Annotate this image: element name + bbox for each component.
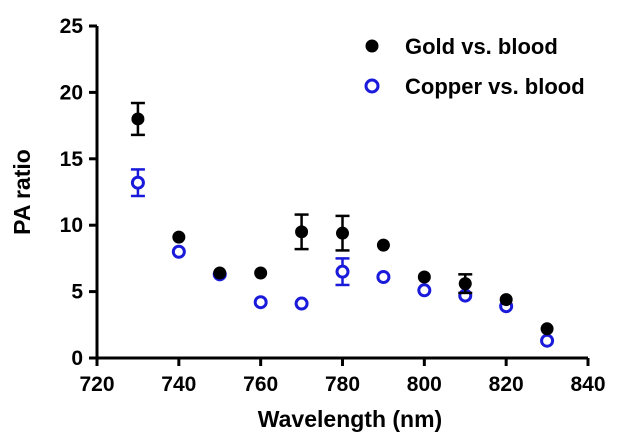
y-axis-title: PA ratio — [9, 149, 35, 235]
data-point — [336, 226, 349, 240]
x-tick-label: 740 — [161, 373, 196, 396]
series-gold — [130, 101, 554, 336]
data-point — [376, 238, 390, 252]
y-tick-label: 15 — [60, 148, 84, 171]
data-point — [131, 112, 145, 126]
data-point — [417, 283, 432, 298]
x-tick-label: 800 — [407, 373, 442, 396]
x-tick-label: 720 — [79, 373, 114, 396]
x-tick-label: 820 — [489, 373, 524, 396]
x-tick-label: 840 — [570, 373, 605, 396]
x-axis-title: Wavelength (nm) — [258, 406, 442, 432]
data-point — [213, 266, 227, 280]
data-point — [171, 244, 186, 259]
y-tick-label: 5 — [71, 281, 83, 304]
data-point — [130, 175, 145, 190]
data-point — [335, 264, 350, 279]
series-layer — [130, 101, 555, 348]
data-point — [253, 295, 268, 310]
y-tick-label: 25 — [60, 15, 84, 38]
data-point — [458, 277, 472, 291]
data-point — [499, 293, 513, 307]
data-point — [254, 266, 268, 280]
y-tick-label: 10 — [60, 214, 83, 237]
y-tick-label: 0 — [71, 347, 83, 370]
legend-label: Gold vs. blood — [405, 34, 558, 59]
legend-marker — [364, 78, 380, 94]
y-tick-label: 20 — [60, 81, 83, 104]
data-point — [540, 322, 554, 336]
legend: Gold vs. blood Copper vs. blood — [364, 34, 585, 99]
data-point — [376, 269, 391, 284]
x-tick-label: 760 — [243, 373, 278, 396]
legend-marker — [365, 39, 379, 53]
data-point — [417, 270, 431, 284]
data-point — [172, 230, 186, 244]
data-point — [294, 296, 309, 311]
data-point — [540, 333, 555, 348]
series-copper — [130, 168, 555, 348]
x-tick-label: 780 — [325, 373, 360, 396]
ticks: 720 740 760 780 800 820 840 0 5 10 15 20 25 — [60, 15, 606, 396]
legend-label: Copper vs. blood — [405, 74, 585, 99]
data-point — [295, 225, 309, 239]
